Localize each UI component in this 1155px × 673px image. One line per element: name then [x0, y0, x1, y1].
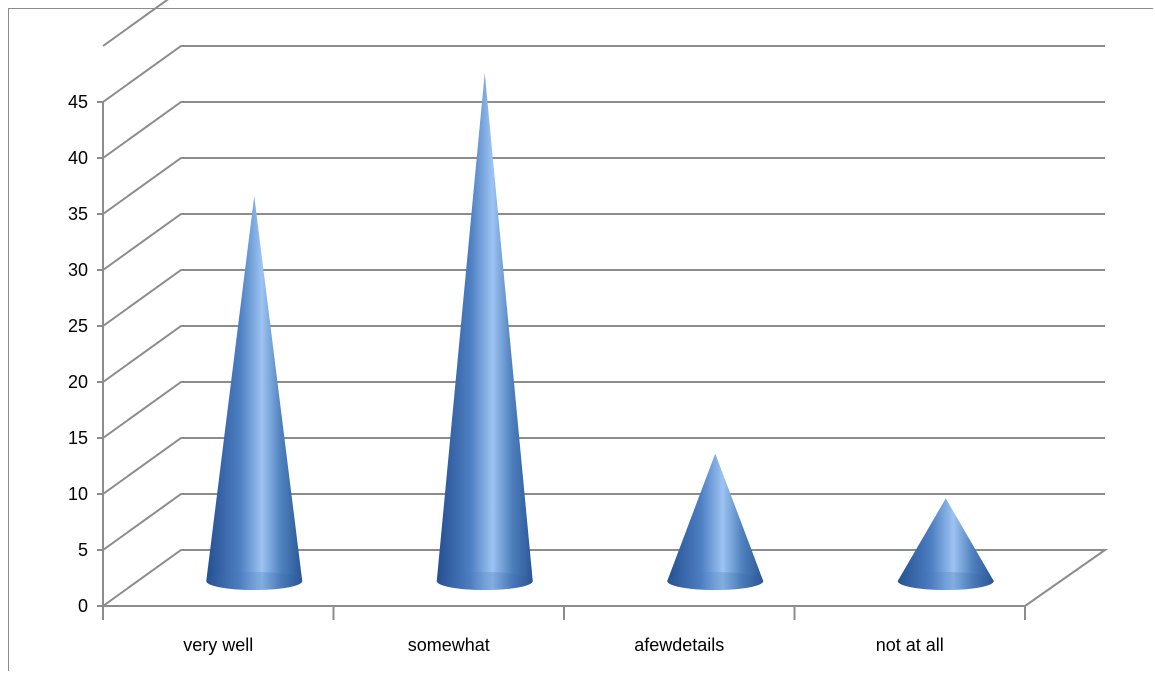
y-tick-label: 25 — [68, 316, 88, 336]
cone-somewhat — [436, 72, 533, 591]
floor — [99, 549, 1109, 607]
gridline — [102, 381, 1105, 439]
gridline — [102, 437, 1105, 495]
gridlines — [102, 0, 1105, 551]
x-tick-label: very well — [183, 635, 253, 655]
cone-body — [436, 72, 533, 591]
y-tick-label: 45 — [68, 92, 88, 112]
gridline — [102, 269, 1105, 327]
y-tick-label: 30 — [68, 260, 88, 280]
gridline — [102, 325, 1105, 383]
y-tick-label: 40 — [68, 148, 88, 168]
gridline — [102, 157, 1105, 215]
y-tick-label: 5 — [78, 540, 88, 560]
x-tick-label: somewhat — [408, 635, 490, 655]
cone-base — [897, 572, 994, 590]
y-tick-label: 0 — [78, 596, 88, 616]
y-tick-label: 35 — [68, 204, 88, 224]
y-tick-label: 10 — [68, 484, 88, 504]
axes — [97, 101, 1109, 620]
cone-body — [206, 196, 303, 590]
cone-afewdetails — [667, 453, 764, 590]
cone-base — [436, 572, 533, 590]
y-tick-labels: 0 5 10 15 20 25 30 35 40 45 — [68, 92, 88, 616]
chart-frame — [8, 8, 1153, 671]
y-tick-label: 20 — [68, 372, 88, 392]
y-tick-label: 15 — [68, 428, 88, 448]
cone-very-well — [206, 196, 303, 590]
cone-not-at-all — [897, 498, 994, 590]
cone-body — [897, 498, 994, 590]
gridline — [102, 45, 1105, 103]
x-tick-label: not at all — [876, 635, 944, 655]
gridline — [102, 101, 1105, 159]
cone-body — [667, 453, 764, 590]
gridline — [102, 493, 1105, 551]
cone-base — [667, 572, 764, 590]
x-tick-labels: very well somewhat afewdetails not at all — [183, 635, 944, 655]
gridline — [102, 0, 169, 47]
cone-base — [206, 572, 303, 590]
gridline — [102, 213, 1105, 271]
cones — [206, 72, 994, 591]
x-tick-label: afewdetails — [634, 635, 724, 655]
